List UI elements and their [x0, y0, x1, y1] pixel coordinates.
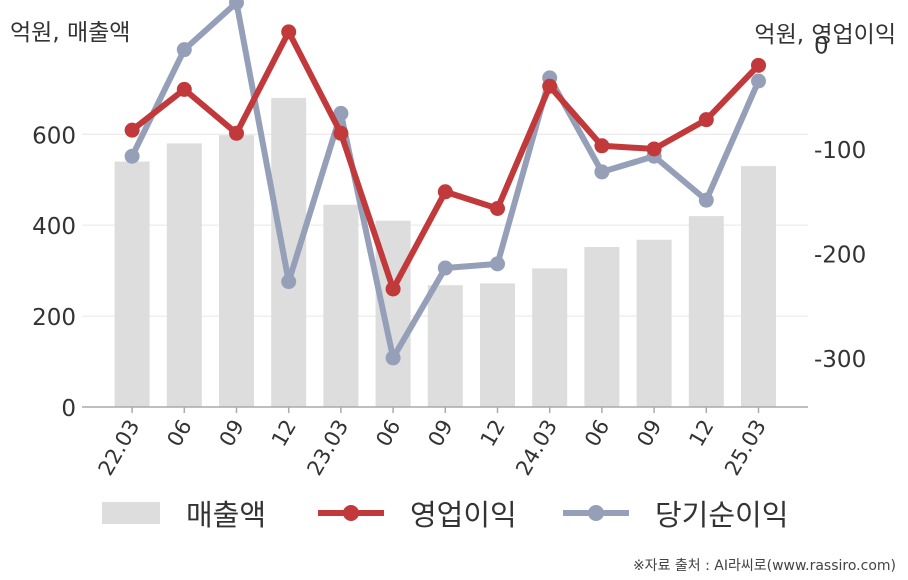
bar-sales: [584, 247, 620, 407]
legend-item-operating-profit: 영업이익: [318, 492, 517, 534]
legend-label-operating-profit: 영업이익: [410, 498, 517, 532]
point-operating-profit: [229, 125, 244, 141]
y-left-tick-label: 0: [61, 396, 76, 422]
point-operating-profit: [751, 57, 766, 73]
y-right-tick-label: -300: [814, 347, 866, 373]
bar-sales: [427, 285, 463, 407]
point-net-profit: [229, 0, 244, 11]
point-net-profit: [333, 105, 349, 121]
x-tick-label: 12: [476, 416, 510, 451]
x-tick-label: 06: [162, 416, 196, 451]
x-tick-label: 12: [684, 416, 718, 451]
point-net-profit: [281, 274, 297, 290]
bar-sales: [323, 204, 359, 407]
legend-item-net-profit: 당기순이익: [563, 492, 788, 534]
x-tick-label: 06: [580, 416, 614, 451]
legend-label-net-profit: 당기순이익: [655, 498, 789, 532]
point-operating-profit: [490, 200, 505, 216]
point-operating-profit: [646, 141, 662, 157]
point-net-profit: [594, 164, 610, 180]
point-operating-profit: [281, 24, 297, 40]
point-operating-profit: [594, 138, 610, 154]
bar-sales: [480, 283, 515, 407]
y-left-tick-label: 400: [32, 214, 76, 240]
y-right-tick-label: -200: [814, 242, 866, 268]
y-left-tick-label: 200: [32, 305, 76, 331]
x-tick-label: 23.03: [302, 416, 353, 480]
point-net-profit: [176, 42, 192, 58]
point-net-profit: [698, 192, 714, 208]
legend: 매출액 영업이익 당기순이익: [0, 492, 908, 536]
point-operating-profit: [333, 125, 349, 141]
x-tick-label: 22.03: [94, 416, 145, 480]
y-left-tick-label: 600: [32, 123, 76, 149]
y-right-tick-label: -100: [814, 138, 866, 164]
x-tick-label: 06: [371, 416, 405, 451]
x-tick-label: 24.03: [511, 416, 562, 480]
point-operating-profit: [385, 281, 401, 297]
point-operating-profit: [124, 122, 140, 138]
bar-sales: [114, 161, 150, 407]
point-net-profit: [751, 73, 766, 89]
x-tick-label: 09: [632, 416, 666, 451]
legend-line-swatch-net: [563, 505, 629, 521]
bar-sales: [219, 135, 254, 407]
y-right-tick-label: 0: [814, 33, 829, 59]
legend-bar-swatch: [102, 502, 160, 524]
point-net-profit: [437, 260, 453, 276]
legend-item-sales: 매출액: [102, 492, 266, 534]
point-net-profit: [385, 350, 401, 366]
right-axis-unit: 억원, 영업이익: [754, 22, 896, 48]
point-operating-profit: [176, 81, 192, 97]
point-net-profit: [490, 256, 505, 272]
axes: [82, 406, 808, 413]
x-tick-label: 25.03: [720, 416, 771, 480]
point-operating-profit: [698, 112, 714, 128]
left-axis-unit: 억원, 매출액: [10, 20, 131, 46]
lines: [124, 0, 766, 366]
x-tick-label: 09: [215, 416, 249, 451]
x-tick-label: 12: [267, 416, 301, 451]
bar-sales: [166, 143, 202, 407]
point-net-profit: [124, 148, 140, 164]
point-operating-profit: [542, 78, 558, 94]
bars: [114, 97, 776, 407]
x-tick-label: 09: [423, 416, 457, 451]
legend-line-swatch-operating: [318, 505, 384, 521]
bar-sales: [532, 268, 568, 407]
bar-sales: [688, 216, 724, 407]
point-operating-profit: [437, 184, 453, 200]
bar-sales: [741, 166, 776, 407]
legend-label-sales: 매출액: [186, 498, 267, 532]
bar-sales: [636, 239, 672, 407]
source-note: ※자료 출처 : AI라씨로(www.rassiro.com): [632, 558, 896, 574]
bar-sales: [271, 97, 307, 407]
